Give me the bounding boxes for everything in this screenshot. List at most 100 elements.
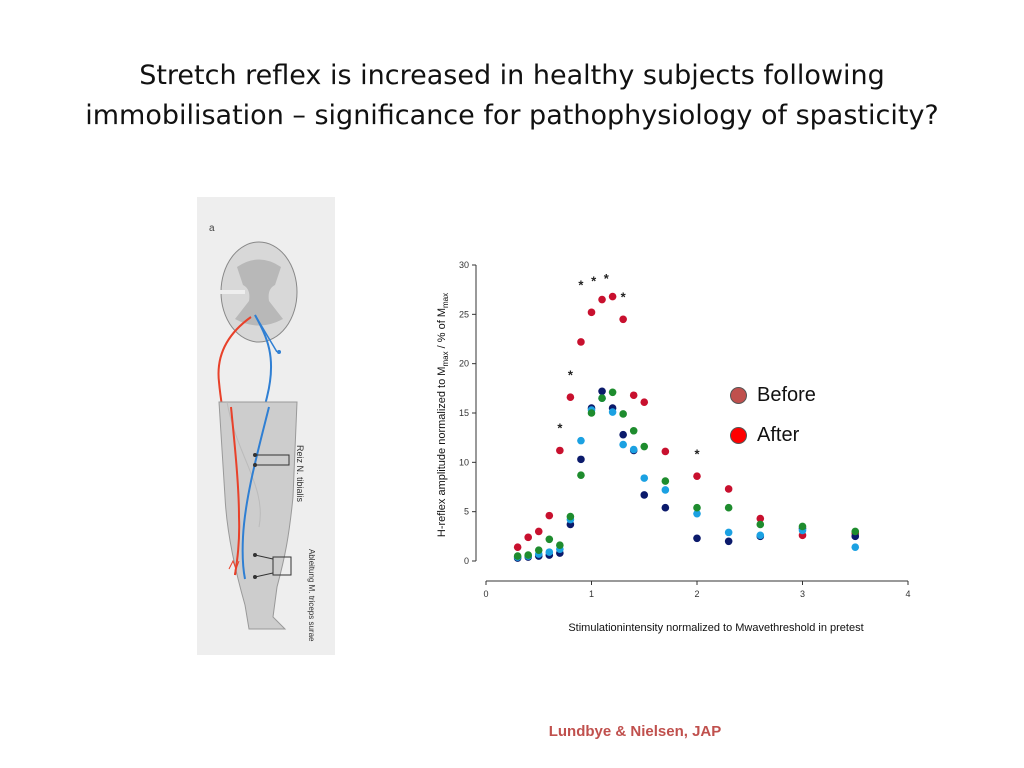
data-point-series-3 — [798, 522, 807, 531]
data-point-series-3 — [598, 394, 606, 402]
data-point-series-0 — [608, 292, 617, 301]
data-point-series-3 — [619, 410, 627, 418]
data-point-series-3 — [608, 388, 617, 397]
significance-marker: * — [591, 274, 597, 289]
x-tick-label: 1 — [589, 589, 594, 599]
significance-marker: * — [578, 278, 584, 293]
data-point-series-0 — [640, 398, 649, 406]
stim-wires — [255, 454, 290, 466]
data-point-series-3 — [534, 546, 543, 554]
data-point-series-2 — [756, 531, 765, 540]
x-tick-label: 4 — [905, 589, 910, 599]
x-tick-label: 2 — [694, 589, 699, 599]
y-tick-label: 30 — [459, 260, 469, 270]
data-point-series-0 — [693, 472, 701, 480]
data-point-series-0 — [724, 485, 733, 493]
panel-letter: a — [209, 223, 215, 234]
data-point-series-0 — [556, 446, 564, 455]
rec-wire-2 — [254, 572, 274, 578]
legend-label-after: After — [757, 423, 800, 446]
legend-swatch-after — [730, 426, 747, 444]
significance-marker: * — [694, 446, 700, 461]
data-point-series-2 — [724, 528, 733, 537]
data-point-series-1 — [724, 537, 733, 546]
y-tick-label: 25 — [459, 309, 469, 319]
x-axis-label: Stimulationintensity normalized to Mwave… — [568, 622, 863, 634]
data-point-series-3 — [693, 503, 701, 512]
slide-title: Stretch reflex is increased in healthy s… — [40, 56, 984, 136]
legend-label-before: Before — [757, 383, 816, 406]
data-point-series-3 — [566, 512, 575, 521]
leg-muscle-line — [226, 401, 261, 528]
legend-swatch-before — [730, 386, 747, 404]
data-point-series-2 — [661, 486, 670, 494]
data-point-series-3 — [577, 471, 585, 479]
rec-wire-1 — [254, 554, 274, 560]
data-point-series-1 — [598, 387, 606, 396]
data-point-series-0 — [629, 391, 638, 400]
y-axis-label: H-reflex amplitude normalized to Mmax / … — [436, 293, 450, 537]
data-point-series-0 — [598, 295, 606, 304]
dorsal-root-gap — [217, 290, 245, 294]
efferent-node — [277, 350, 281, 354]
data-point-series-0 — [587, 308, 596, 317]
data-point-series-0 — [756, 514, 765, 523]
data-point-series-1 — [640, 491, 649, 499]
data-point-series-2 — [545, 548, 554, 556]
leg-outline — [218, 401, 298, 630]
data-point-series-2 — [640, 474, 649, 482]
legend-item-before: Before — [730, 375, 816, 415]
data-point-series-0 — [534, 527, 543, 536]
chart-svg: 0 5 10 15 20 25 30 0 1 2 3 4 * * * * * * * Stimulationint… — [436, 260, 911, 634]
reflex-arc-drawing: a Reiz N. tibialis Ableitung M. triceps … — [197, 197, 335, 655]
y-axis-label-sub: max — [441, 351, 450, 366]
rec-label: Ableitung M. triceps surae — [307, 549, 316, 642]
data-point-series-3 — [545, 535, 554, 544]
data-point-series-0 — [661, 447, 670, 456]
legend-item-after: After — [730, 415, 816, 455]
data-point-series-2 — [851, 543, 860, 551]
h-reflex-chart: 0 5 10 15 20 25 30 0 1 2 3 4 * * * * * * * Stimulationint… — [430, 225, 932, 635]
citation: Lundbye & Nielsen, JAP — [548, 723, 722, 740]
x-tick-label: 0 — [483, 589, 488, 599]
data-point-series-2 — [629, 445, 638, 454]
muscle-spindle-icon — [228, 559, 240, 571]
title-line-2: immobilisation – significance for pathop… — [85, 100, 939, 131]
y-tick-label: 10 — [459, 457, 469, 467]
data-point-series-0 — [577, 338, 585, 346]
data-point-series-2 — [693, 509, 701, 518]
chart-axes: 0 5 10 15 20 25 30 0 1 2 3 4 — [459, 260, 911, 599]
efferent-leg — [241, 406, 270, 580]
data-point-series-3 — [661, 477, 670, 485]
afferent-leg — [230, 406, 241, 576]
data-point-series-1 — [577, 455, 585, 464]
data-point-series-0 — [545, 511, 554, 520]
grey-matter — [235, 259, 283, 326]
y-axis-label-main: H-reflex amplitude normalized to M — [436, 367, 448, 538]
y-tick-label: 0 — [464, 556, 469, 566]
efferent-branch — [254, 314, 278, 353]
data-point-series-3 — [587, 409, 596, 417]
data-point-series-3 — [724, 503, 733, 512]
y-axis-label-mid: / % of M — [436, 308, 448, 351]
data-point-series-3 — [556, 541, 564, 550]
significance-marker: * — [604, 271, 610, 286]
data-point-series-0 — [513, 543, 522, 551]
y-tick-label: 20 — [459, 359, 469, 369]
stim-label: Reiz N. tibialis — [295, 445, 305, 503]
data-point-series-2 — [608, 408, 617, 416]
y-tick-label: 15 — [459, 408, 469, 418]
data-point-series-0 — [619, 315, 627, 324]
rec-box — [272, 556, 292, 576]
title-line-1: Stretch reflex is increased in healthy s… — [139, 60, 885, 91]
data-point-series-2 — [619, 440, 627, 449]
data-point-series-0 — [566, 393, 575, 402]
chart-marks: * * * * * * * — [513, 271, 860, 562]
data-point-series-3 — [756, 520, 765, 529]
data-point-series-3 — [513, 552, 522, 560]
data-point-series-0 — [524, 533, 532, 542]
data-point-series-3 — [851, 527, 860, 536]
data-point-series-1 — [619, 430, 627, 439]
reflex-arc-illustration: a Reiz N. tibialis Ableitung M. triceps … — [197, 197, 335, 655]
x-tick-label: 3 — [800, 589, 805, 599]
